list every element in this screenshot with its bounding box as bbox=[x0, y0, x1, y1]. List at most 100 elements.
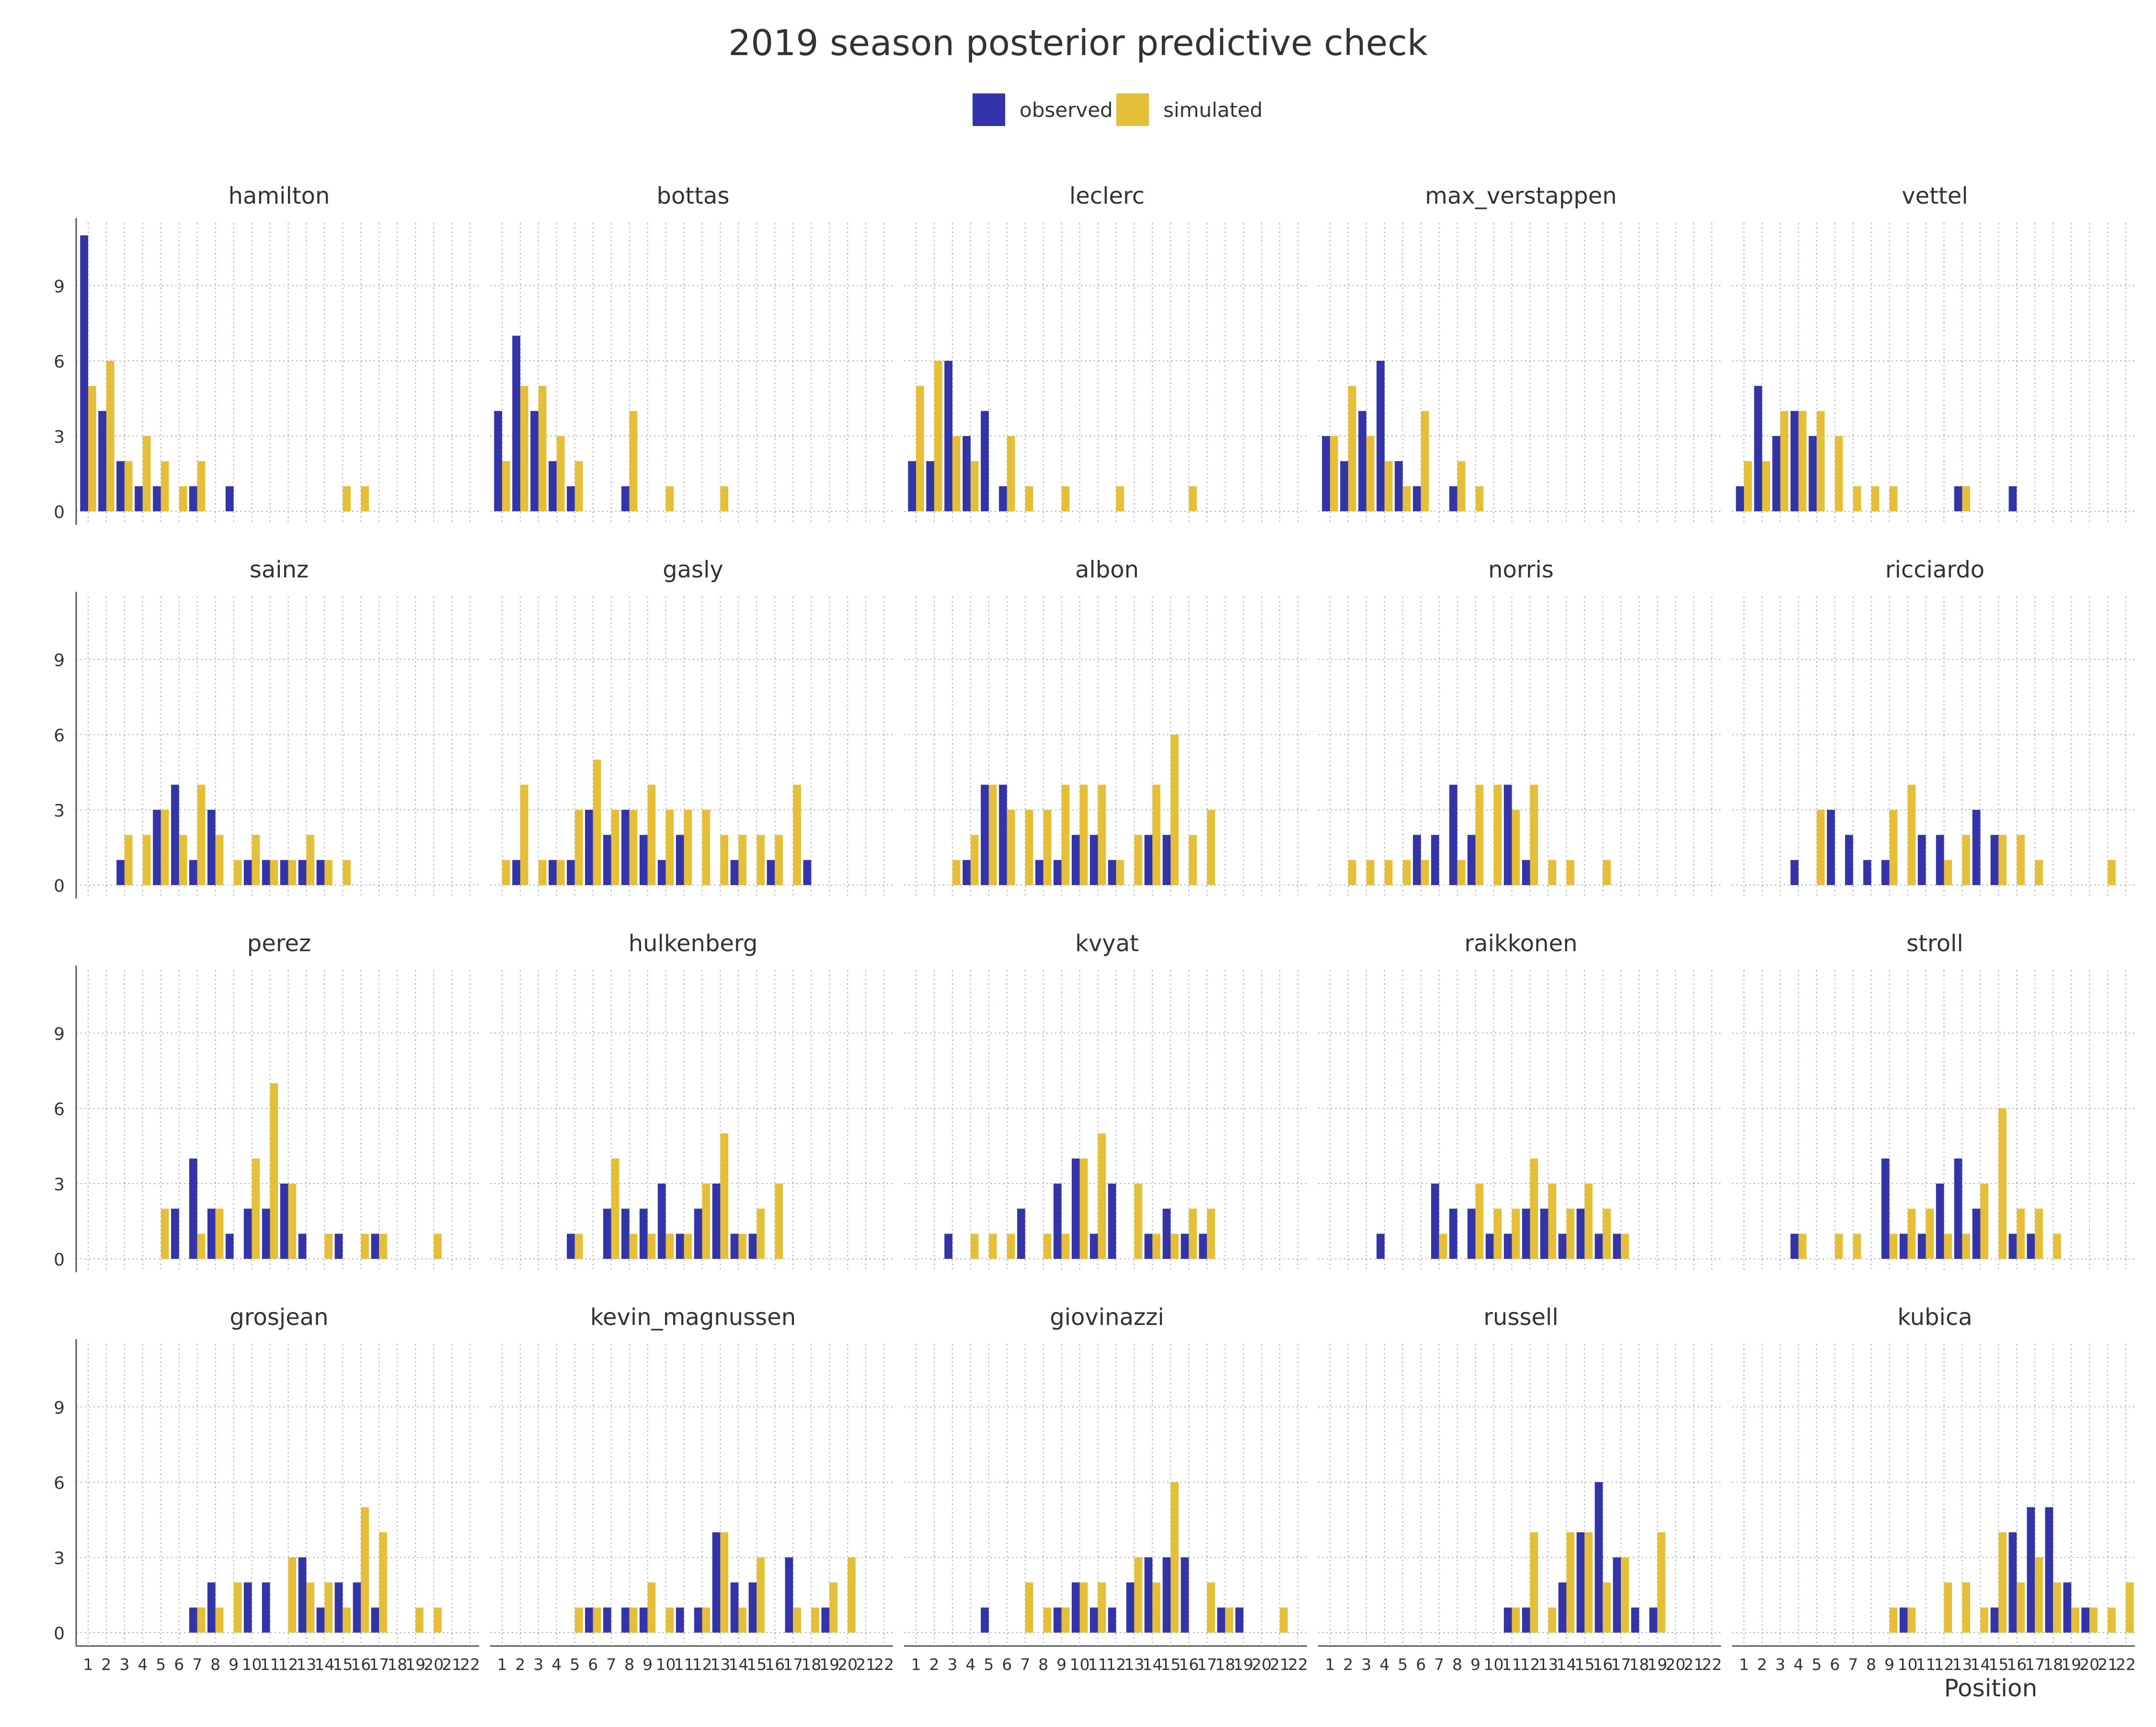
x-tick-label: 3 bbox=[1775, 1655, 1785, 1674]
y-tick-label: 6 bbox=[54, 1474, 65, 1493]
bar-observed bbox=[1449, 486, 1457, 511]
bar-simulated bbox=[1061, 1233, 1070, 1259]
bar-simulated bbox=[702, 1183, 711, 1259]
bar-simulated bbox=[1962, 1582, 1971, 1633]
x-tick-label: 2 bbox=[1757, 1655, 1767, 1674]
bar-simulated bbox=[1007, 1233, 1015, 1259]
x-tick-label: 13 bbox=[710, 1655, 730, 1674]
y-tick-label: 3 bbox=[54, 801, 65, 821]
bar-simulated bbox=[1980, 1607, 1989, 1633]
bar-simulated bbox=[502, 461, 510, 511]
bar-simulated bbox=[629, 1233, 638, 1259]
x-tick-label: 9 bbox=[1056, 1655, 1067, 1674]
bar-simulated bbox=[1584, 1183, 1593, 1259]
bar-observed bbox=[1613, 1557, 1621, 1633]
bar-observed bbox=[1376, 1233, 1385, 1259]
bar-observed bbox=[1071, 1158, 1080, 1259]
x-tick-label: 9 bbox=[229, 1655, 239, 1674]
panel-title: stroll bbox=[1906, 930, 1963, 957]
bar-observed bbox=[1235, 1607, 1244, 1633]
panel-norris: norris bbox=[1318, 556, 1721, 898]
x-tick-label: 4 bbox=[551, 1655, 562, 1674]
x-tick-label: 21 bbox=[1270, 1655, 1290, 1674]
x-tick-label: 2 bbox=[101, 1655, 111, 1674]
bar-simulated bbox=[1853, 486, 1861, 511]
bar-simulated bbox=[2053, 1582, 2061, 1633]
bar-observed bbox=[171, 784, 179, 885]
bar-simulated bbox=[738, 1233, 747, 1259]
bar-simulated bbox=[1962, 486, 1971, 511]
bar-observed bbox=[1395, 461, 1403, 511]
bar-observed bbox=[1358, 411, 1366, 511]
bar-observed bbox=[1485, 1233, 1494, 1259]
bar-simulated bbox=[556, 436, 565, 511]
bar-observed bbox=[1053, 860, 1062, 885]
bar-simulated bbox=[215, 1209, 224, 1259]
bar-observed bbox=[621, 809, 630, 885]
bar-simulated bbox=[793, 1607, 801, 1633]
bar-observed bbox=[116, 860, 125, 885]
bar-observed bbox=[2045, 1507, 2053, 1633]
y-tick-label: 3 bbox=[54, 427, 65, 447]
bar-observed bbox=[1071, 835, 1080, 885]
bar-observed bbox=[334, 1233, 343, 1259]
bar-simulated bbox=[361, 1507, 369, 1633]
panel-title: gasly bbox=[663, 556, 723, 583]
bar-observed bbox=[2008, 1532, 2017, 1633]
bar-simulated bbox=[1584, 1532, 1593, 1633]
bar-simulated bbox=[161, 461, 169, 511]
bar-simulated bbox=[1475, 1183, 1484, 1259]
bar-observed bbox=[730, 1582, 739, 1633]
bar-observed bbox=[676, 1607, 684, 1633]
bar-simulated bbox=[1926, 1209, 1934, 1259]
y-tick-label: 6 bbox=[54, 1100, 65, 1119]
bar-observed bbox=[567, 860, 575, 885]
bar-observed bbox=[1649, 1607, 1658, 1633]
bar-simulated bbox=[829, 1582, 837, 1633]
bar-simulated bbox=[593, 1607, 601, 1633]
bar-simulated bbox=[952, 436, 961, 511]
bar-simulated bbox=[629, 1607, 638, 1633]
bar-observed bbox=[1413, 486, 1421, 511]
bar-observed bbox=[1972, 809, 1981, 885]
x-tick-label: 5 bbox=[984, 1655, 994, 1674]
panel-title: ricciardo bbox=[1885, 556, 1984, 583]
bar-simulated bbox=[324, 1233, 333, 1259]
bar-observed bbox=[1772, 436, 1780, 511]
bar-observed bbox=[189, 1158, 197, 1259]
x-tick-label: 13 bbox=[296, 1655, 316, 1674]
bar-observed bbox=[821, 1607, 830, 1633]
x-tick-label: 12 bbox=[1934, 1655, 1954, 1674]
bar-simulated bbox=[1079, 1582, 1088, 1633]
bar-observed bbox=[676, 1233, 684, 1259]
x-tick-label: 1 bbox=[497, 1655, 507, 1674]
bar-observed bbox=[676, 835, 684, 885]
x-tick-label: 2 bbox=[929, 1655, 939, 1674]
bar-simulated bbox=[1998, 1532, 2007, 1633]
bar-observed bbox=[1954, 486, 1962, 511]
x-tick-label: 20 bbox=[1665, 1655, 1686, 1674]
x-tick-label: 19 bbox=[1233, 1655, 1253, 1674]
bar-observed bbox=[1881, 1158, 1890, 1259]
bar-observed bbox=[1108, 860, 1116, 885]
panel-title: norris bbox=[1488, 556, 1554, 583]
panel-hulkenberg: hulkenberg bbox=[490, 930, 893, 1272]
bar-observed bbox=[712, 1183, 721, 1259]
bar-simulated bbox=[1402, 860, 1411, 885]
bar-observed bbox=[1144, 835, 1153, 885]
bar-simulated bbox=[1816, 411, 1825, 511]
x-tick-label: 5 bbox=[1398, 1655, 1408, 1674]
x-tick-label: 11 bbox=[1502, 1655, 1522, 1674]
bar-simulated bbox=[1457, 461, 1466, 511]
bar-simulated bbox=[1962, 1233, 1971, 1259]
bar-simulated bbox=[538, 386, 547, 511]
bar-observed bbox=[512, 860, 520, 885]
bar-simulated bbox=[1152, 784, 1161, 885]
x-tick-label: 6 bbox=[1002, 1655, 1012, 1674]
bar-simulated bbox=[1280, 1607, 1288, 1633]
bar-simulated bbox=[379, 1532, 387, 1633]
x-tick-label: 16 bbox=[2007, 1655, 2027, 1674]
bar-observed bbox=[334, 1582, 343, 1633]
bar-simulated bbox=[215, 835, 224, 885]
bar-observed bbox=[1845, 835, 1853, 885]
